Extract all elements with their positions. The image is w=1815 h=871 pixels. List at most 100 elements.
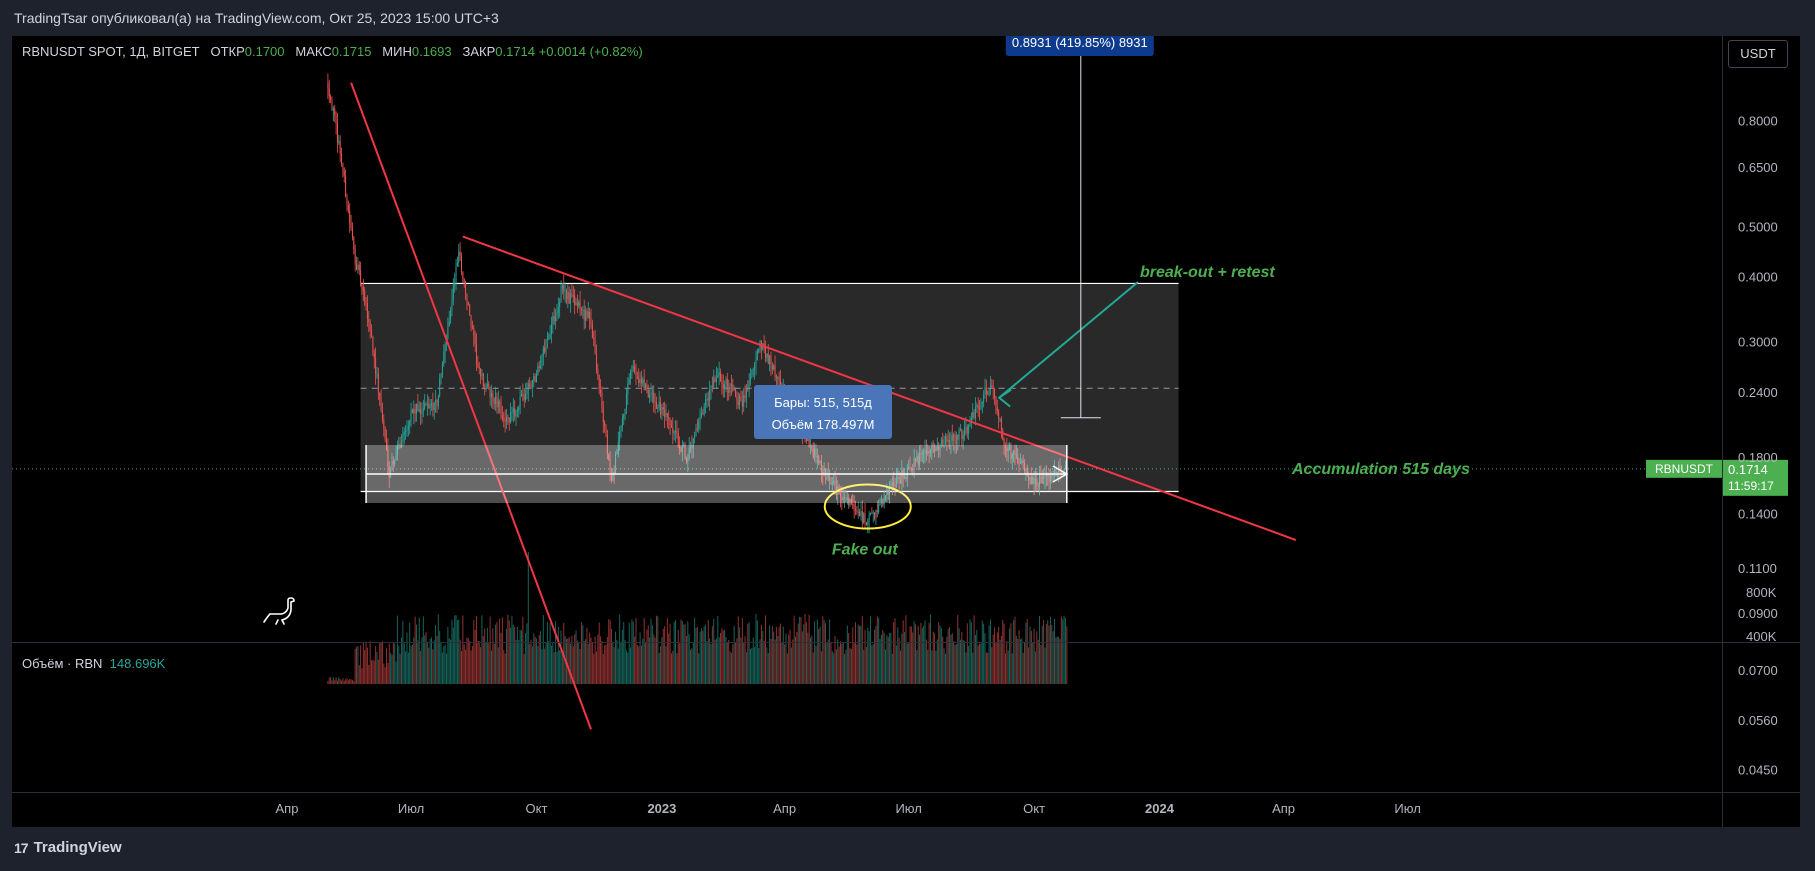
volume-bar (914, 624, 916, 684)
pane-separator[interactable] (12, 642, 1800, 643)
candle-body (600, 389, 602, 393)
candle-body (901, 469, 903, 484)
volume-bar (1039, 616, 1041, 684)
volume-bar (488, 643, 490, 684)
volume-bar (625, 650, 627, 684)
measure-text: 0.8931 (419.85%) 8931 (1012, 36, 1148, 50)
volume-bar (983, 623, 985, 684)
currency-scale-button[interactable]: USDT (1728, 40, 1788, 68)
volume-bar (396, 615, 398, 684)
candle-body (692, 438, 694, 449)
volume-bar (559, 650, 561, 684)
candle-body (631, 367, 633, 372)
price-tick: 0.1100 (1738, 561, 1777, 576)
candle-body (883, 497, 885, 505)
volume-bar (416, 624, 418, 684)
candle-body (632, 366, 634, 368)
volume-bar (482, 636, 484, 684)
candle-body (984, 387, 986, 396)
volume-bar (889, 632, 891, 684)
volume-bar (683, 624, 685, 684)
volume-bar (685, 635, 687, 684)
volume-bar (720, 633, 722, 684)
candle-body (769, 355, 771, 365)
volume-bar (859, 625, 861, 684)
volume-bar (451, 619, 453, 684)
candle-body (456, 262, 458, 266)
volume-bar (1025, 622, 1027, 684)
volume-label: Объём · RBN (22, 656, 103, 671)
candle-body (700, 413, 702, 418)
tradingview-logo[interactable]: 17 TradingView (14, 839, 122, 856)
volume-bar (357, 646, 359, 684)
candle-body (752, 368, 754, 370)
volume-bar (561, 653, 563, 684)
candle-body (1037, 485, 1039, 487)
volume-bar (887, 637, 889, 684)
date-range-arrow-head (1052, 465, 1069, 483)
candle-body (910, 468, 912, 470)
volume-bar (473, 620, 475, 684)
volume-bar (1013, 620, 1015, 684)
volume-bar (725, 636, 727, 684)
chart-canvas[interactable]: 0.8000 0.6500 0.5000 0.4000 0.3000 0.2400 0.18… (12, 36, 1800, 827)
candle-body (999, 418, 1001, 420)
candle-body (421, 410, 423, 415)
volume-bar (959, 639, 961, 684)
volume-bar (673, 622, 675, 684)
candle-body (724, 383, 726, 389)
candle-body (745, 389, 747, 399)
volume-bar (440, 641, 442, 684)
volume-bar (342, 678, 344, 684)
candle-body (345, 175, 347, 197)
volume-bar (760, 624, 762, 684)
candle-body (860, 510, 862, 516)
candle-body (920, 452, 922, 455)
volume-bar (672, 650, 674, 684)
volume-bar (733, 625, 735, 684)
legend-open: 0.1700 (244, 44, 285, 59)
volume-bar (501, 617, 503, 684)
volume-bar (740, 637, 742, 684)
volume-bar (670, 653, 672, 684)
volume-bar (548, 641, 550, 684)
candle-body (771, 365, 773, 370)
candle-body (687, 458, 689, 463)
candle-body (939, 444, 941, 450)
volume-bar (643, 618, 645, 684)
candle-body (705, 399, 707, 406)
candle-body (418, 409, 420, 412)
candle-body (1043, 476, 1045, 478)
volume-bar (632, 621, 634, 684)
candle-body (469, 304, 471, 316)
volume-bar (775, 627, 777, 684)
candle-body (510, 412, 512, 423)
candle-body (1054, 469, 1056, 474)
volume-bar (372, 659, 374, 684)
volume-bar (601, 641, 603, 684)
candle-body (1039, 473, 1041, 487)
candle-body (425, 403, 427, 405)
candle-body (845, 497, 847, 500)
chart-area[interactable]: 0.8000 0.6500 0.5000 0.4000 0.3000 0.2400 0.18… (12, 36, 1800, 827)
volume-bar (651, 625, 653, 684)
volume-bar (485, 641, 487, 684)
volume-bar (433, 640, 435, 684)
volume-bar (424, 635, 426, 684)
candle-body (869, 512, 871, 515)
volume-bar (1062, 619, 1064, 684)
volume-bar (1055, 637, 1057, 684)
candle-body (645, 384, 647, 390)
volume-bar (446, 653, 448, 684)
candle-body (557, 307, 559, 314)
volume-bar (557, 626, 559, 684)
candle-body (718, 371, 720, 376)
candle-body (1051, 473, 1053, 477)
candle-body (395, 454, 397, 461)
volume-bar (369, 640, 371, 684)
candle-body (544, 347, 546, 352)
candle-body (516, 410, 518, 412)
volume-bar (1041, 626, 1043, 684)
volume-bar (899, 650, 901, 684)
fake-out-label: Fake out (832, 542, 898, 559)
